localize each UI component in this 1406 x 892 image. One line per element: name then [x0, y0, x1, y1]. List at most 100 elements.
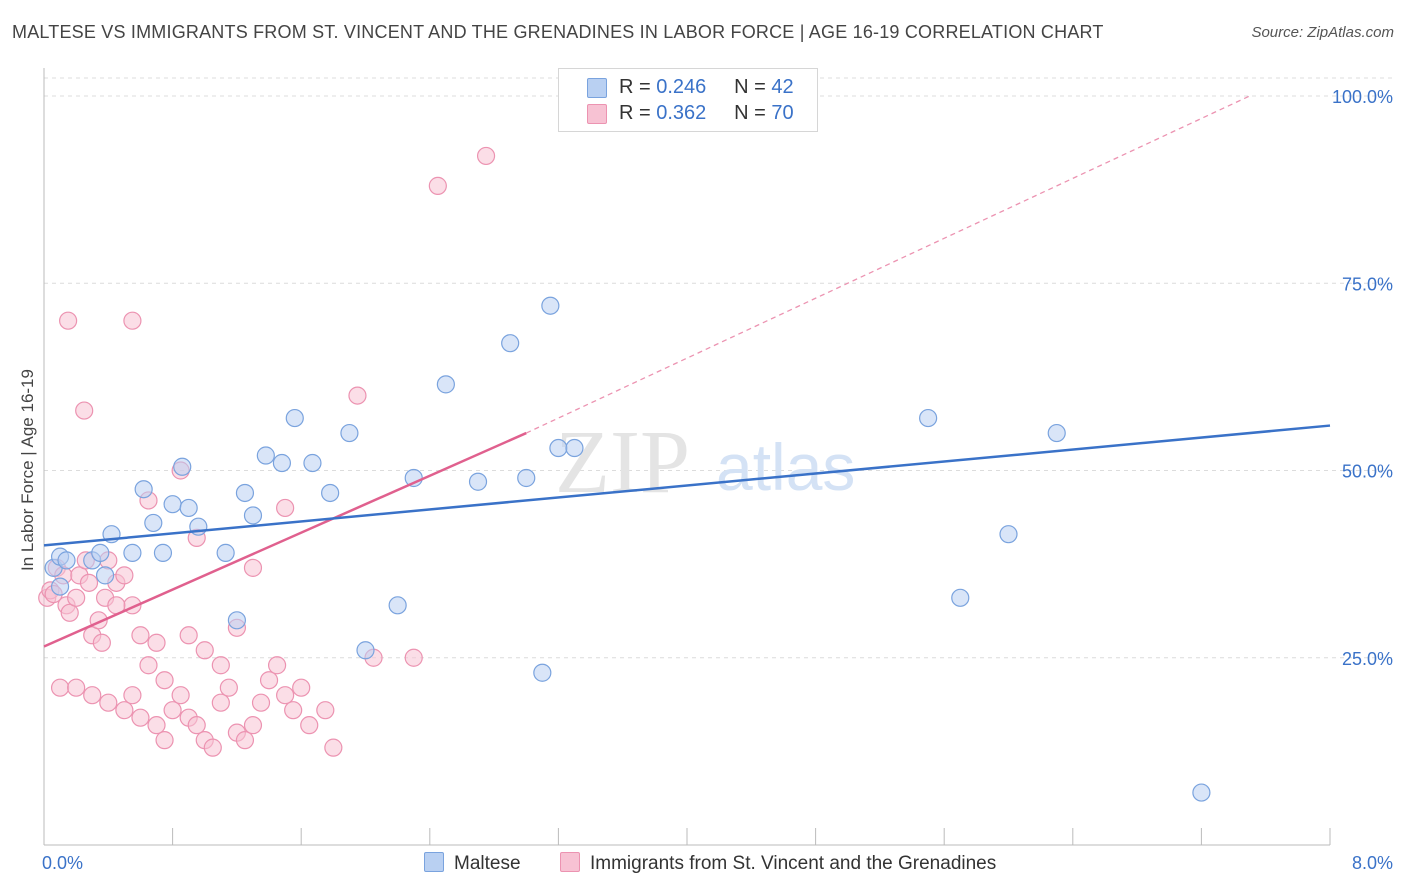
bottom-legend-label-svg: Immigrants from St. Vincent and the Gren… [590, 853, 997, 874]
bottom-legend-svg: Immigrants from St. Vincent and the Gren… [560, 852, 996, 875]
svg-point [203, 738, 222, 757]
svg-trend-line-extension [525, 95, 1250, 434]
svg-point [147, 633, 166, 652]
legend-n-label: N = [734, 102, 772, 124]
y-tick-label: 50.0% [1342, 462, 1393, 482]
maltese-point [272, 453, 292, 473]
svg-point [67, 588, 86, 607]
svg-point [267, 656, 287, 675]
maltese-point [256, 446, 275, 465]
maltese-point [95, 566, 115, 585]
svg-point [59, 311, 78, 330]
watermark-zip: ZIP [555, 413, 690, 512]
svg-point [50, 678, 70, 697]
maltese-point [549, 438, 568, 458]
legend-swatch-svg [587, 104, 607, 124]
maltese-point [179, 498, 198, 518]
legend-n-label: N = [734, 76, 772, 98]
maltese-point [235, 483, 255, 503]
maltese-point [57, 551, 76, 570]
maltese-point [517, 468, 536, 488]
svg-point [219, 678, 238, 697]
correlation-legend: R = 0.246 N = 42 R = 0.362 N = 70 [558, 68, 818, 132]
svg-point [348, 386, 367, 405]
svg-point [476, 146, 496, 166]
x-tick-labels: 0.0% 8.0% [42, 853, 1393, 873]
svg-point [123, 311, 142, 330]
svg-point [115, 566, 134, 585]
maltese-point [533, 663, 552, 682]
svg-point [171, 686, 190, 705]
svg-point [99, 693, 118, 712]
maltese-point [321, 483, 340, 503]
svg-point [428, 176, 447, 195]
maltese-point [134, 480, 153, 499]
maltese-point [123, 543, 142, 562]
legend-r-label: R = [619, 76, 657, 98]
svg-point [187, 716, 206, 735]
svg-point [131, 626, 150, 645]
maltese-point [541, 296, 560, 315]
svg-point [300, 716, 319, 735]
svg-point [79, 573, 99, 592]
series-maltese-points [44, 296, 1211, 802]
legend-swatch-maltese [587, 78, 607, 98]
maltese-point [951, 588, 970, 607]
svg-point [316, 701, 335, 720]
svg-point [75, 401, 94, 420]
y-tick-label: 100.0% [1332, 87, 1393, 107]
bottom-legend-label-maltese: Maltese [454, 853, 521, 874]
maltese-point [1192, 783, 1211, 802]
axes [43, 68, 1331, 846]
maltese-point [285, 408, 304, 428]
maltese-point [436, 375, 455, 394]
maltese-point [303, 453, 322, 473]
svg-point [147, 716, 166, 735]
legend-n-value: 70 [771, 102, 794, 124]
x-tick-label: 8.0% [1352, 853, 1393, 873]
svg-point [155, 731, 174, 750]
svg-point [115, 701, 134, 720]
watermark-atlas: atlas [716, 430, 855, 504]
y-tick-label: 75.0% [1342, 274, 1393, 294]
svg-point [243, 716, 263, 735]
svg-point [235, 731, 255, 750]
maltese-point [216, 543, 235, 562]
svg-point [155, 671, 174, 690]
watermark: ZIP atlas [555, 413, 855, 512]
source-credit: Source: ZipAtlas.com [1251, 24, 1394, 41]
bottom-legend-swatch-svg [560, 852, 580, 872]
svg-point [139, 656, 158, 675]
maltese-point [50, 577, 70, 596]
y-tick-labels: 25.0% 50.0% 75.0% 100.0% [1332, 87, 1393, 669]
chart-title: MALTESE VS IMMIGRANTS FROM ST. VINCENT A… [12, 22, 1104, 42]
trend-lines [43, 95, 1331, 648]
svg-point [324, 738, 343, 757]
legend-r-value: 0.362 [656, 102, 707, 124]
svg-point [404, 648, 423, 667]
maltese-point [153, 543, 173, 562]
maltese-point [1047, 423, 1066, 443]
legend-r-value: 0.246 [656, 76, 707, 98]
maltese-trend-line [43, 424, 1331, 547]
svg-point [251, 693, 271, 712]
svg-point [92, 633, 111, 652]
svg-point [276, 498, 295, 518]
svg-point [83, 686, 102, 705]
maltese-point [144, 513, 163, 533]
svg-point [292, 678, 311, 697]
svg-point [243, 558, 263, 577]
svg-point [179, 626, 198, 645]
svg-point [163, 701, 182, 720]
maltese-point [173, 457, 192, 476]
svg-trend-line [43, 431, 527, 648]
svg-point [67, 678, 86, 697]
svg-point [60, 603, 79, 622]
maltese-point [243, 506, 263, 525]
maltese-point [340, 423, 359, 443]
svg-point [276, 686, 295, 705]
svg-point [123, 686, 142, 705]
bottom-legend-maltese: Maltese [424, 852, 521, 875]
maltese-point [468, 472, 488, 491]
svg-point [195, 641, 214, 660]
